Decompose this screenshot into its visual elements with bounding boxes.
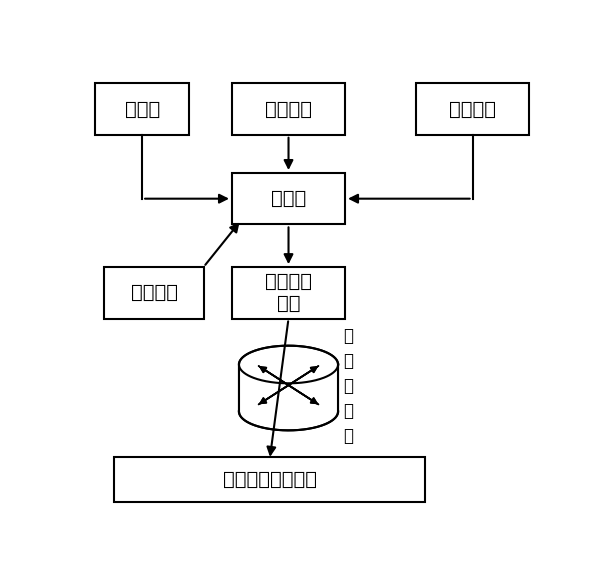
Polygon shape bbox=[239, 364, 338, 411]
FancyBboxPatch shape bbox=[95, 83, 189, 135]
Text: 显示装置: 显示装置 bbox=[265, 100, 312, 119]
Text: 供电模块: 供电模块 bbox=[130, 283, 177, 302]
FancyBboxPatch shape bbox=[232, 173, 345, 225]
FancyBboxPatch shape bbox=[114, 457, 425, 502]
Text: 远程数据交换设备: 远程数据交换设备 bbox=[223, 470, 317, 489]
Text: 计
算
机
网
络: 计 算 机 网 络 bbox=[343, 327, 353, 445]
FancyBboxPatch shape bbox=[416, 83, 529, 135]
Text: 输入装置: 输入装置 bbox=[449, 100, 496, 119]
FancyBboxPatch shape bbox=[105, 267, 203, 318]
FancyBboxPatch shape bbox=[232, 267, 345, 318]
Text: 网络通讯
模块: 网络通讯 模块 bbox=[265, 272, 312, 313]
FancyBboxPatch shape bbox=[232, 83, 345, 135]
Text: 存储器: 存储器 bbox=[125, 100, 160, 119]
Text: 处理器: 处理器 bbox=[271, 189, 306, 208]
